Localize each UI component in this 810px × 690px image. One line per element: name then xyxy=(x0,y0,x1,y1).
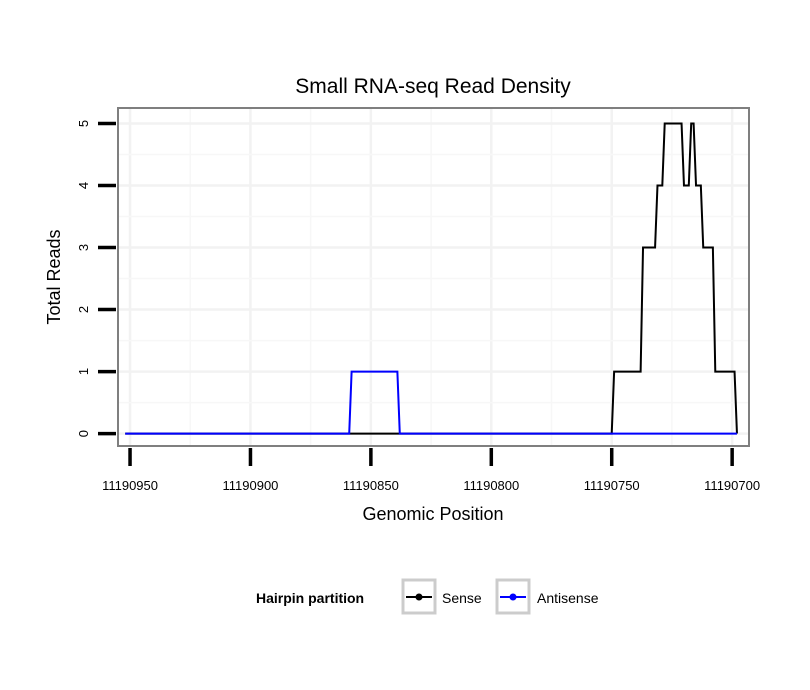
series-layer xyxy=(125,122,738,435)
y-axis: 0 1 2 3 4 5 xyxy=(76,120,116,437)
x-tick-label: 11190950 xyxy=(102,478,158,493)
y-axis-title: Total Reads xyxy=(44,229,64,324)
legend-entry-sense: Sense xyxy=(401,578,482,615)
legend-dot-antisense xyxy=(509,593,517,601)
x-axis: 11190950 11190900 11190850 11190800 11190750… xyxy=(102,448,760,493)
legend: Hairpin partition Sense Antisense xyxy=(256,578,599,615)
plot-panel xyxy=(118,108,749,446)
y-tick-label: 3 xyxy=(76,244,91,251)
y-tick-label: 1 xyxy=(76,368,91,375)
x-tick-label: 11190750 xyxy=(584,478,640,493)
x-tick-label: 11190800 xyxy=(463,478,519,493)
x-tick-label: 11190900 xyxy=(223,478,279,493)
x-axis-title: Genomic Position xyxy=(362,504,503,524)
legend-label-antisense: Antisense xyxy=(537,590,599,606)
series-line-sense xyxy=(125,122,738,435)
x-tick-label: 11190850 xyxy=(343,478,399,493)
legend-title: Hairpin partition xyxy=(256,590,364,606)
series-line-antisense xyxy=(125,370,737,435)
chart-title: Small RNA-seq Read Density xyxy=(295,75,571,98)
y-tick-label: 0 xyxy=(76,430,91,437)
x-tick-label: 11190700 xyxy=(704,478,760,493)
y-tick-label: 4 xyxy=(76,182,91,189)
legend-label-sense: Sense xyxy=(442,590,482,606)
y-tick-label: 5 xyxy=(76,120,91,127)
y-tick-label: 2 xyxy=(76,306,91,313)
plot-border xyxy=(117,107,750,447)
legend-entry-antisense: Antisense xyxy=(495,578,599,615)
legend-dot-sense xyxy=(415,593,423,601)
